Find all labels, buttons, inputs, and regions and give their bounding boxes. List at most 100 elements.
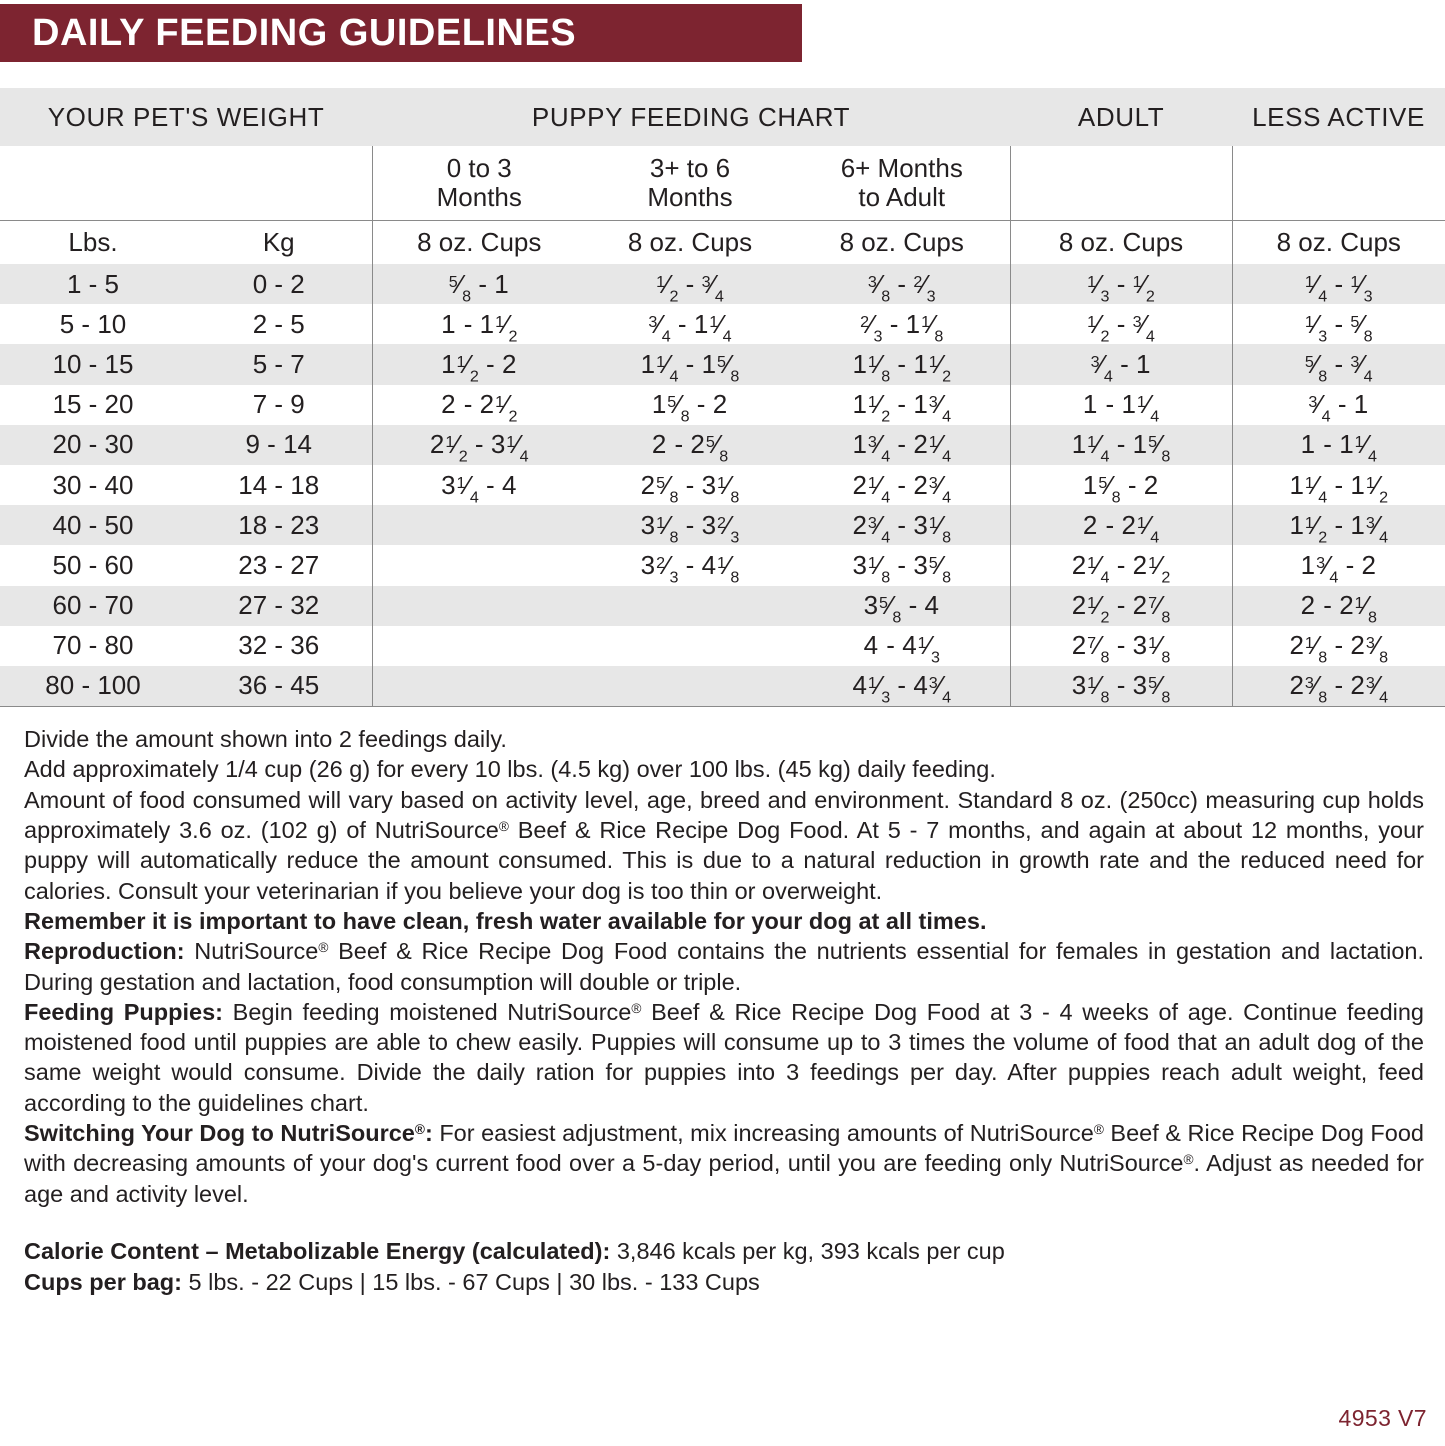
cell-puppy-6-adult: 13⁄4 - 21⁄4 [794,424,1011,465]
cell-kg: 0 - 2 [186,264,372,305]
subheader-age-3-6: 3+ to 6 Months [586,146,794,220]
subheader-age-0-3-line2: Months [436,181,522,212]
subheader-age-6-adult: 6+ Months to Adult [794,146,1010,220]
cell-puppy-6-adult: 41⁄3 - 43⁄4 [794,665,1011,707]
cell-puppy-6-adult: 21⁄4 - 23⁄4 [794,464,1011,506]
units-cups-6-adult: 8 oz. Cups [839,226,964,257]
cell-less-active: 3⁄4 - 1 [1231,384,1445,425]
cups-per-bag-value: 5 lbs. - 22 Cups | 15 lbs. - 67 Cups | 3… [181,1268,760,1295]
cell-puppy-6-adult: 3⁄8 - 2⁄3 [794,264,1011,305]
feeding-puppies-label: Feeding Puppies: [24,998,223,1025]
cell-puppy-3-6: 25⁄8 - 31⁄8 [586,464,794,506]
registered-mark-icon-2: ® [318,940,329,956]
cell-lbs: 1 - 5 [0,264,186,305]
registered-mark-icon-1: ® [498,818,509,834]
cell-kg: 9 - 14 [186,424,372,465]
cell-puppy-3-6 [586,585,794,626]
units-lbs: Lbs. [68,226,118,257]
switching-part2: Beef & Rice Recipe Dog Food with decreas… [24,1120,1424,1177]
calorie-block: Calorie Content – Metabolizable Energy (… [24,1236,1424,1297]
cell-adult: 3⁄4 - 1 [1009,344,1233,385]
table-row: 70 - 80 32 - 36 4 - 41⁄3 27⁄8 - 31⁄8 21⁄8 - … [0,625,1445,666]
registered-mark-icon-4: ® [414,1121,425,1137]
cell-adult: 21⁄2 - 27⁄8 [1009,585,1233,626]
cell-kg: 23 - 27 [186,545,372,586]
cell-kg: 5 - 7 [186,344,372,385]
cell-kg: 7 - 9 [186,384,372,425]
registered-mark-icon-6: ® [1183,1152,1194,1168]
registered-mark-icon-3: ® [631,1000,642,1016]
cell-puppy-3-6: 15⁄8 - 2 [586,384,794,425]
switching-part1: For easiest adjustment, mix increasing a… [432,1120,1094,1147]
cell-less-active: 13⁄4 - 2 [1231,545,1445,586]
cell-puppy-0-3: 2 - 21⁄2 [371,384,586,425]
table-units-row: Lbs. Kg 8 oz. Cups 8 oz. Cups 8 oz. Cups… [0,220,1445,264]
cell-adult: 21⁄4 - 21⁄2 [1009,545,1233,586]
subheader-age-0-3-line1: 0 to 3 [446,152,512,183]
cell-puppy-3-6 [586,625,794,666]
cups-per-bag-line: Cups per bag: 5 lbs. - 22 Cups | 15 lbs.… [24,1267,1424,1298]
cell-lbs: 20 - 30 [0,424,186,465]
cell-puppy-3-6: 11⁄4 - 15⁄8 [586,344,794,385]
switching-label: Switching Your Dog to NutriSource [24,1120,415,1147]
daily-feeding-table: YOUR PET'S WEIGHT PUPPY FEEDING CHART AD… [0,88,1445,707]
subheader-blank-less-active [1231,146,1445,220]
note-switching: Switching Your Dog to NutriSource®: For … [24,1118,1424,1209]
note-amount-part2: Beef & Rice Recipe Dog Food. At 5 - 7 mo… [24,816,1424,904]
cell-puppy-3-6: 3⁄4 - 11⁄4 [586,304,794,345]
cell-less-active: 23⁄8 - 23⁄4 [1231,665,1445,707]
note-amount-paragraph: Amount of food consumed will vary based … [24,785,1424,906]
cell-lbs: 30 - 40 [0,464,186,506]
document-code: 4953 V7 [1338,1405,1427,1431]
note-add-line: Add approximately 1/4 cup (26 g) for eve… [24,756,996,783]
cell-lbs: 60 - 70 [0,585,186,626]
reproduction-part1: NutriSource [184,938,319,965]
cell-lbs: 40 - 50 [0,505,186,546]
cell-adult: 1⁄2 - 3⁄4 [1009,304,1233,345]
cell-adult: 27⁄8 - 31⁄8 [1009,625,1233,666]
cell-lbs: 80 - 100 [0,665,186,707]
cell-kg: 27 - 32 [186,585,372,626]
cell-puppy-6-adult: 35⁄8 - 4 [794,585,1011,626]
page-title: DAILY FEEDING GUIDELINES [32,11,577,54]
table-row: 20 - 30 9 - 14 21⁄2 - 31⁄4 2 - 25⁄8 13⁄4 - 2… [0,424,1445,465]
cell-puppy-0-3 [371,665,586,707]
cell-puppy-0-3 [371,585,586,626]
table-row: 50 - 60 23 - 27 32⁄3 - 41⁄8 31⁄8 - 35⁄8 21⁄4… [0,545,1445,586]
subheader-blank-adult [1009,146,1233,220]
cell-puppy-0-3: 1 - 11⁄2 [371,304,586,345]
cell-lbs: 70 - 80 [0,625,186,666]
note-reproduction: Reproduction: NutriSource® Beef & Rice R… [24,936,1424,997]
table-row: 80 - 100 36 - 45 41⁄3 - 43⁄4 31⁄8 - 35⁄8 23⁄… [0,665,1445,707]
cell-less-active: 21⁄8 - 23⁄8 [1231,625,1445,666]
table-row: 40 - 50 18 - 23 31⁄8 - 32⁄3 23⁄4 - 31⁄8 2 - … [0,505,1445,546]
units-kg: Kg [262,226,295,257]
cell-puppy-3-6: 31⁄8 - 32⁄3 [586,505,794,546]
cell-puppy-6-adult: 2⁄3 - 11⁄8 [794,304,1011,345]
cell-puppy-3-6 [586,665,794,707]
reproduction-label: Reproduction: [24,938,185,965]
cell-lbs: 50 - 60 [0,545,186,586]
group-header-puppy: PUPPY FEEDING CHART [531,101,851,132]
group-header-adult: ADULT [1077,101,1165,132]
cell-puppy-6-adult: 31⁄8 - 35⁄8 [794,545,1011,586]
cell-puppy-6-adult: 23⁄4 - 31⁄8 [794,505,1011,546]
subheader-age-0-3: 0 to 3 Months [371,146,586,220]
registered-mark-icon-5: ® [1093,1121,1104,1137]
cell-less-active: 2 - 21⁄8 [1231,585,1445,626]
cell-less-active: 1⁄3 - 5⁄8 [1231,304,1445,345]
page-title-bar: DAILY FEEDING GUIDELINES [0,4,802,62]
cell-adult: 2 - 21⁄4 [1009,505,1233,546]
cell-lbs: 5 - 10 [0,304,186,345]
reproduction-part2: Beef & Rice Recipe Dog Food contains the… [24,938,1424,995]
cell-less-active: 1⁄4 - 1⁄3 [1231,264,1445,305]
group-header-weight: YOUR PET'S WEIGHT [47,101,325,132]
cell-adult: 31⁄8 - 35⁄8 [1009,665,1233,707]
units-cups-adult: 8 oz. Cups [1009,220,1233,264]
units-cups-less-active: 8 oz. Cups [1231,220,1445,264]
